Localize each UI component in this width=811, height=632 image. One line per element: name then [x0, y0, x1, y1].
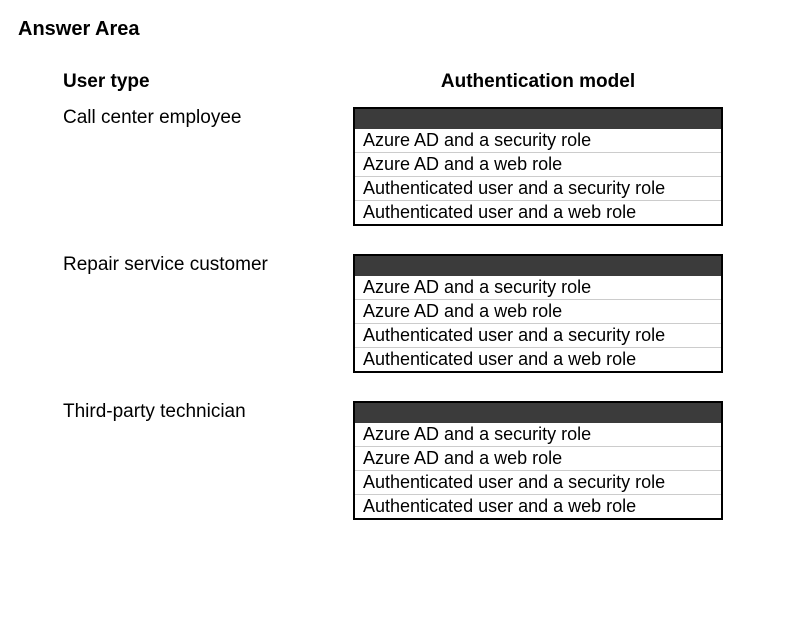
dropdown-option[interactable]: Authenticated user and a security role	[355, 471, 721, 495]
auth-model-dropdown[interactable]: Azure AD and a security role Azure AD an…	[353, 254, 723, 373]
content-area: User type Authentication model Call cent…	[18, 71, 793, 520]
row-repair-customer: Repair service customer Azure AD and a s…	[63, 254, 793, 373]
dropdown-option[interactable]: Azure AD and a web role	[355, 447, 721, 471]
dropdown-option[interactable]: Azure AD and a web role	[355, 300, 721, 324]
page-title: Answer Area	[18, 18, 793, 41]
dropdown-option[interactable]: Authenticated user and a web role	[355, 348, 721, 371]
header-row: User type Authentication model	[63, 71, 793, 93]
user-type-label: Third-party technician	[63, 401, 353, 423]
row-call-center: Call center employee Azure AD and a secu…	[63, 107, 793, 226]
dropdown-option[interactable]: Authenticated user and a web role	[355, 201, 721, 224]
dropdown-option[interactable]: Azure AD and a security role	[355, 129, 721, 153]
user-type-label: Call center employee	[63, 107, 353, 129]
user-type-header: User type	[63, 71, 353, 93]
user-type-label: Repair service customer	[63, 254, 353, 276]
auth-model-header: Authentication model	[353, 71, 723, 93]
dropdown-option[interactable]: Azure AD and a security role	[355, 423, 721, 447]
dropdown-header-bar[interactable]	[355, 403, 721, 423]
row-third-party: Third-party technician Azure AD and a se…	[63, 401, 793, 520]
dropdown-header-bar[interactable]	[355, 109, 721, 129]
auth-model-dropdown[interactable]: Azure AD and a security role Azure AD an…	[353, 401, 723, 520]
dropdown-header-bar[interactable]	[355, 256, 721, 276]
dropdown-option[interactable]: Azure AD and a web role	[355, 153, 721, 177]
dropdown-option[interactable]: Authenticated user and a security role	[355, 324, 721, 348]
dropdown-option[interactable]: Authenticated user and a web role	[355, 495, 721, 518]
auth-model-dropdown[interactable]: Azure AD and a security role Azure AD an…	[353, 107, 723, 226]
dropdown-option[interactable]: Azure AD and a security role	[355, 276, 721, 300]
dropdown-option[interactable]: Authenticated user and a security role	[355, 177, 721, 201]
